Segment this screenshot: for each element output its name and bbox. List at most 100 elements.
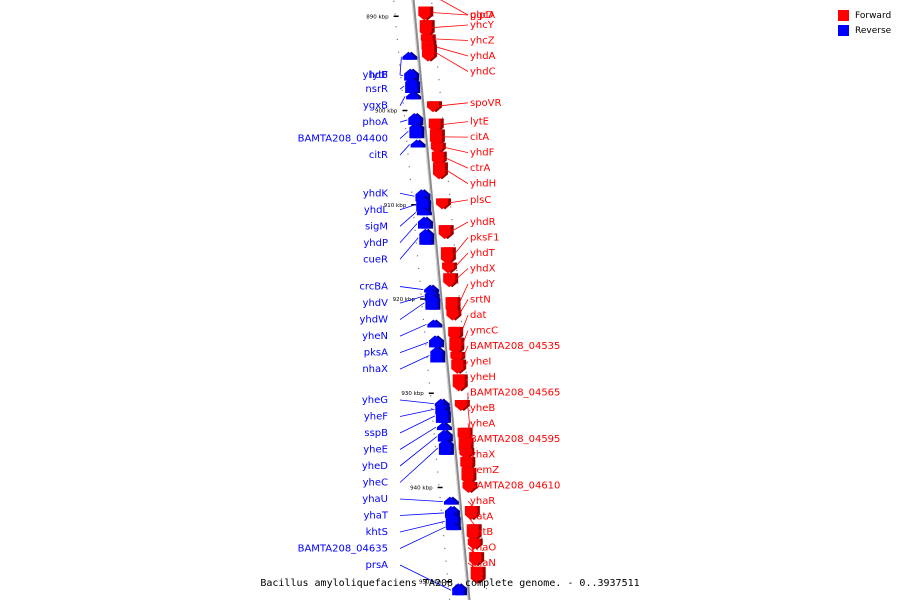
reverse-leader-line [399,521,445,533]
reverse-gene-label: yhdW [360,315,389,326]
forward-gene-label: pgcA [470,10,495,21]
reverse-gene-label: phoA [362,117,388,128]
minor-tick-dot [403,115,406,117]
forward-leader-line [433,38,469,41]
minor-tick-dot [413,217,415,219]
reverse-leader-line [399,526,446,549]
forward-gene-plsC [436,198,449,210]
genome-axis [411,0,471,600]
reverse-gene-label: yhdL [364,205,389,216]
minor-tick-dot [451,219,453,221]
reverse-leader-line [399,436,438,467]
forward-gene-label: lytE [470,117,489,128]
reverse-gene-label: nsrR [365,84,388,95]
forward-gene-spoVR [426,101,439,113]
forward-gene-label: hemZ [470,465,499,476]
forward-gene-yheI [451,359,464,374]
minor-tick-dot [420,293,422,295]
reverse-gene-yheD [437,429,450,442]
minor-tick-dot [426,356,428,359]
minor-tick-dot [445,560,447,562]
forward-leader-line [467,531,482,544]
minor-tick-dot [448,598,451,600]
reverse-leader-line [399,498,443,503]
forward-gene-label: glpD [470,10,493,21]
reverse-leader-line [399,415,436,434]
legend-item-forward: Forward [838,8,891,23]
reverse-gene-label: yhaT [364,511,389,522]
minor-tick-dot [439,496,441,499]
minor-tick-dot [438,484,440,486]
reverse-gene-label: prsA [365,560,388,571]
forward-gene-yhcY [419,20,432,38]
minor-tick-dot [457,282,459,284]
forward-leader-line [467,423,473,446]
forward-gene-BAMTA208_04595 [459,448,472,460]
forward-gene-label: yhaX [470,450,495,461]
forward-leader-line [460,314,469,334]
forward-gene-natB [467,538,480,550]
reverse-gene-label: BAMTA208_04635 [298,544,388,555]
forward-gene-label: BAMTA208_04610 [470,481,560,492]
reverse-gene-label: sspB [364,428,388,439]
reverse-gene-label: sigM [365,221,388,232]
minor-tick-dot [470,422,472,424]
forward-gene-label: yhdT [470,248,496,259]
minor-tick-dot [438,79,440,81]
forward-gene-label: BAMTA208_04535 [470,341,560,352]
forward-leader-line [443,146,469,154]
forward-gene-label: yheA [470,419,495,430]
reverse-leader-line [399,130,409,139]
minor-tick-dot [465,371,467,373]
forward-leader-line [465,376,469,383]
reverse-gene-label: yheN [362,331,388,342]
reverse-leader-line [399,426,437,450]
minor-tick-dot [481,537,483,539]
reverse-gene-BAMTA208_04400 [409,122,422,139]
forward-leader-line [444,157,469,169]
forward-gene-label: yhaO [470,543,496,554]
minor-tick-dot [435,458,438,460]
forward-gene-label: pksF1 [470,233,499,244]
forward-gene-label: srtN [470,295,491,306]
forward-gene-label: yhaN [470,558,496,569]
forward-gene-label: natB [470,527,493,538]
reverse-gene-pksA [429,335,442,348]
forward-gene-pksF1 [440,247,453,265]
reverse-swatch [838,25,849,36]
reverse-gene-label: crcBA [359,282,388,293]
reverse-leader-line [399,295,424,304]
forward-leader-line [454,252,469,268]
reverse-leader-line [399,324,427,337]
reverse-gene-yhdL [416,195,429,212]
forward-leader-line [467,516,481,533]
forward-gene-label: natA [470,512,493,523]
forward-leader-line [462,345,469,357]
forward-gene-label: yhdC [470,67,496,78]
reverse-leader-line [399,85,405,90]
reverse-leader-line [399,192,415,197]
reverse-gene-nsrR [405,77,418,94]
minor-tick-dot [407,153,409,155]
reverse-gene-label: yheD [362,461,388,472]
forward-gene-label: yhdX [470,264,496,275]
minor-tick-dot [422,318,425,320]
forward-gene-label: yhdH [470,179,496,190]
forward-leader-line [467,485,476,487]
forward-leader-line [431,12,469,16]
forward-gene-yhdF [430,142,443,154]
minor-tick-dot [399,64,401,66]
minor-tick-dot [405,127,407,130]
forward-gene-label: yheH [470,372,496,383]
forward-leader-line [439,102,469,107]
reverse-leader-line [399,144,410,156]
reverse-gene-label: nhaX [362,364,388,375]
forward-gene-yhdT [442,262,455,274]
forward-gene-yhdH [432,162,445,180]
minor-tick-dot [437,471,439,473]
reverse-gene-label: yheE [363,445,388,456]
minor-tick-dot [434,446,436,448]
forward-gene-citA [429,129,442,147]
forward-gene-lytE [428,118,441,133]
map-caption: Bacillus amyloliquefaciens TA208, comple… [260,578,640,589]
